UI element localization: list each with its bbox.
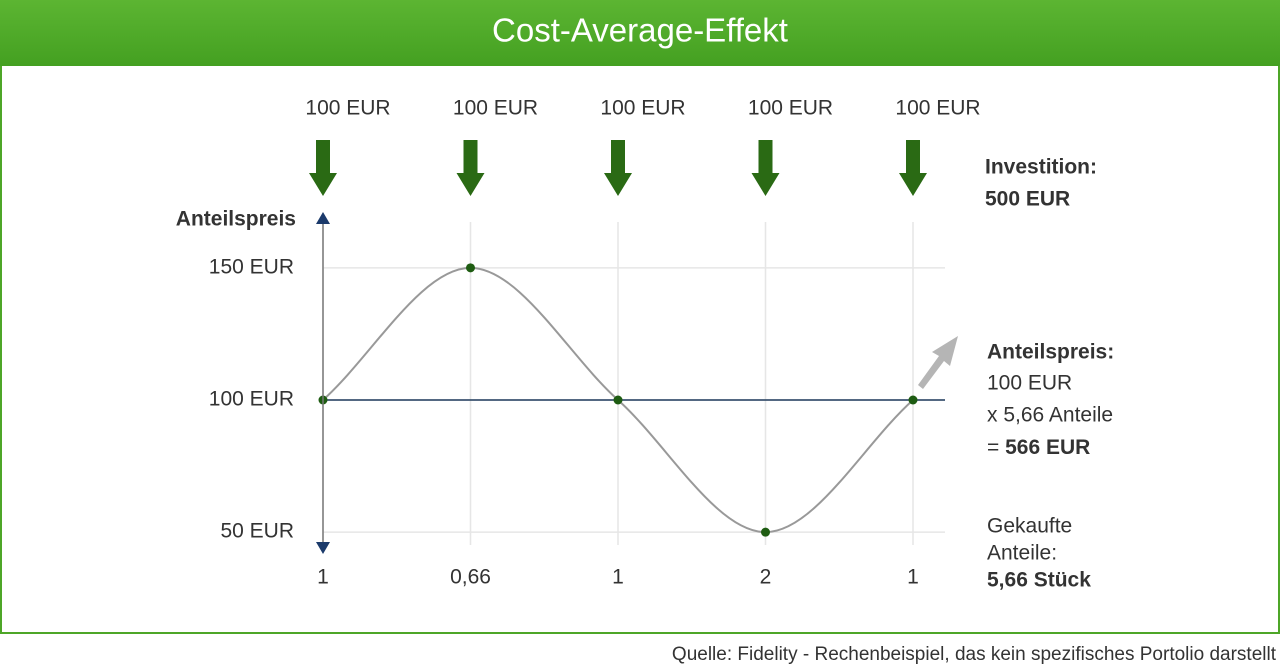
trend-arrow xyxy=(918,336,958,389)
summary-text: Anteile: xyxy=(987,542,1057,565)
x-tick-label: 1 xyxy=(612,566,624,589)
investment-label: 100 EUR xyxy=(895,97,980,120)
investment-arrow xyxy=(309,140,337,196)
investment-label: 100 EUR xyxy=(305,97,390,120)
axis-arrow xyxy=(316,212,330,224)
summary-text: 566 EUR xyxy=(1005,436,1090,459)
source: Quelle: Fidelity - Rechenbeispiel, das k… xyxy=(672,644,1277,665)
investment-arrow xyxy=(456,140,485,196)
summary-text: Gekaufte xyxy=(987,515,1072,538)
summary-text: = xyxy=(987,436,999,459)
y-tick-label: 100 EUR xyxy=(209,388,294,411)
x-tick-label: 2 xyxy=(760,566,772,589)
header xyxy=(0,0,1280,66)
frame xyxy=(0,0,1280,634)
investment-arrow xyxy=(899,140,927,196)
y-tick-label: 50 EUR xyxy=(220,520,294,543)
x-tick-label: 1 xyxy=(317,566,329,589)
summary-text: = 566 EUR xyxy=(987,436,1090,459)
price-point xyxy=(613,395,623,405)
investment-label: 100 EUR xyxy=(600,97,685,120)
summary-text: x 5,66 Anteile xyxy=(987,404,1113,427)
investment-label: 100 EUR xyxy=(453,97,538,120)
investment-arrow xyxy=(604,140,632,196)
x-tick-label: 1 xyxy=(907,566,919,589)
price-point xyxy=(761,527,770,537)
y-tick-label: 150 EUR xyxy=(209,255,294,278)
summary-text: 100 EUR xyxy=(987,372,1072,395)
y-axis-label: Anteilspreis xyxy=(176,208,296,231)
axis-arrow xyxy=(316,542,330,554)
investment-label: 100 EUR xyxy=(748,97,833,120)
investment-arrow xyxy=(751,140,780,196)
price-point xyxy=(908,395,918,405)
price-point xyxy=(466,263,475,273)
x-tick-label: 0,66 xyxy=(450,566,491,589)
summary-text: 500 EUR xyxy=(985,188,1070,211)
summary-text: Investition: xyxy=(985,156,1097,179)
chart-title: Cost-Average-Effekt xyxy=(492,12,788,49)
summary-text: 5,66 Stück xyxy=(987,569,1091,592)
summary-text: Anteilspreis: xyxy=(987,341,1114,364)
